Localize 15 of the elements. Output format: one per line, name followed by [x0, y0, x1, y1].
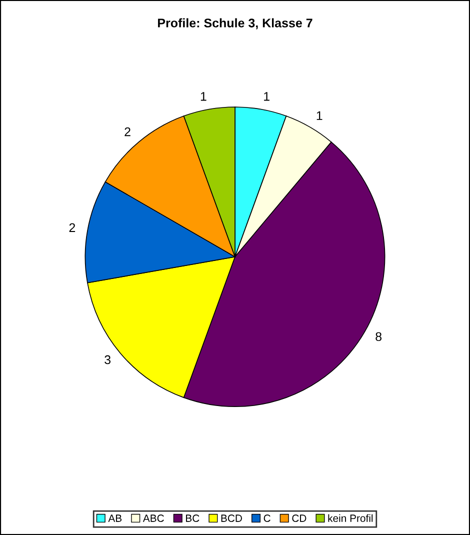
data-label: 1	[264, 92, 270, 101]
data-label: 2	[69, 223, 76, 232]
data-label: 2	[124, 127, 130, 136]
legend-label: BC	[186, 514, 200, 522]
legend-label: kein Profil	[328, 514, 373, 522]
legend-label: BCD	[221, 514, 242, 522]
legend-label: CD	[292, 514, 306, 522]
legend-label: AB	[108, 514, 122, 522]
data-label: 1	[316, 111, 322, 120]
data-label: 3	[104, 355, 111, 364]
chart-title: Profile: Schule 3, Klasse 7	[158, 18, 312, 30]
legend-label: ABC	[142, 514, 164, 522]
data-label: 1	[200, 92, 206, 101]
data-label: 8	[376, 332, 382, 342]
legend-label: C	[264, 514, 270, 522]
